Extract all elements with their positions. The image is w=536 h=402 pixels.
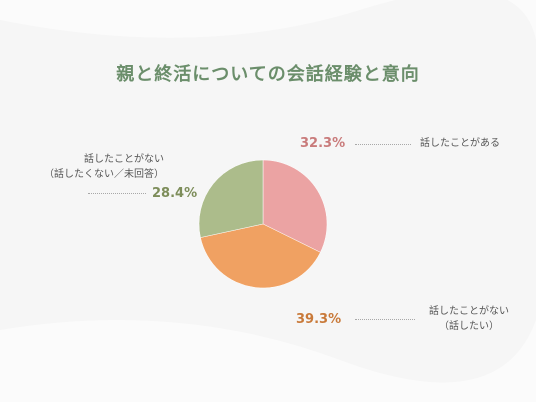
pie-category-label-3-line-1: 話したことがない: [84, 154, 164, 165]
pie-category-label-1-line-1: 話したことがある: [420, 138, 500, 149]
leader-line-2: [355, 319, 415, 320]
pie-category-label-2-line-1: 話したことがない: [429, 306, 509, 317]
pie-data-label-2: 39.3%: [296, 312, 342, 327]
pie-slice-3: [198, 159, 264, 238]
pie-category-label-1: 話したことがある: [420, 136, 500, 151]
pie-category-label-3: 話したことがない （話したくない／未回答）: [4, 152, 164, 182]
chart-title: 親と終活についての会話経験と意向: [116, 64, 420, 85]
pie-category-label-2-line-2: （話したい）: [439, 321, 499, 332]
leader-line-1: [355, 144, 411, 145]
leader-line-3: [88, 193, 146, 194]
pie-slice-1: [262, 159, 328, 253]
pie-data-label-1: 32.3%: [300, 136, 346, 151]
pie-data-label-3: 28.4%: [152, 186, 198, 201]
pie-slice-2: [200, 223, 321, 289]
pie-category-label-3-line-2: （話したくない／未回答）: [44, 169, 164, 180]
pie-category-label-2: 話したことがない （話したい）: [414, 304, 524, 334]
